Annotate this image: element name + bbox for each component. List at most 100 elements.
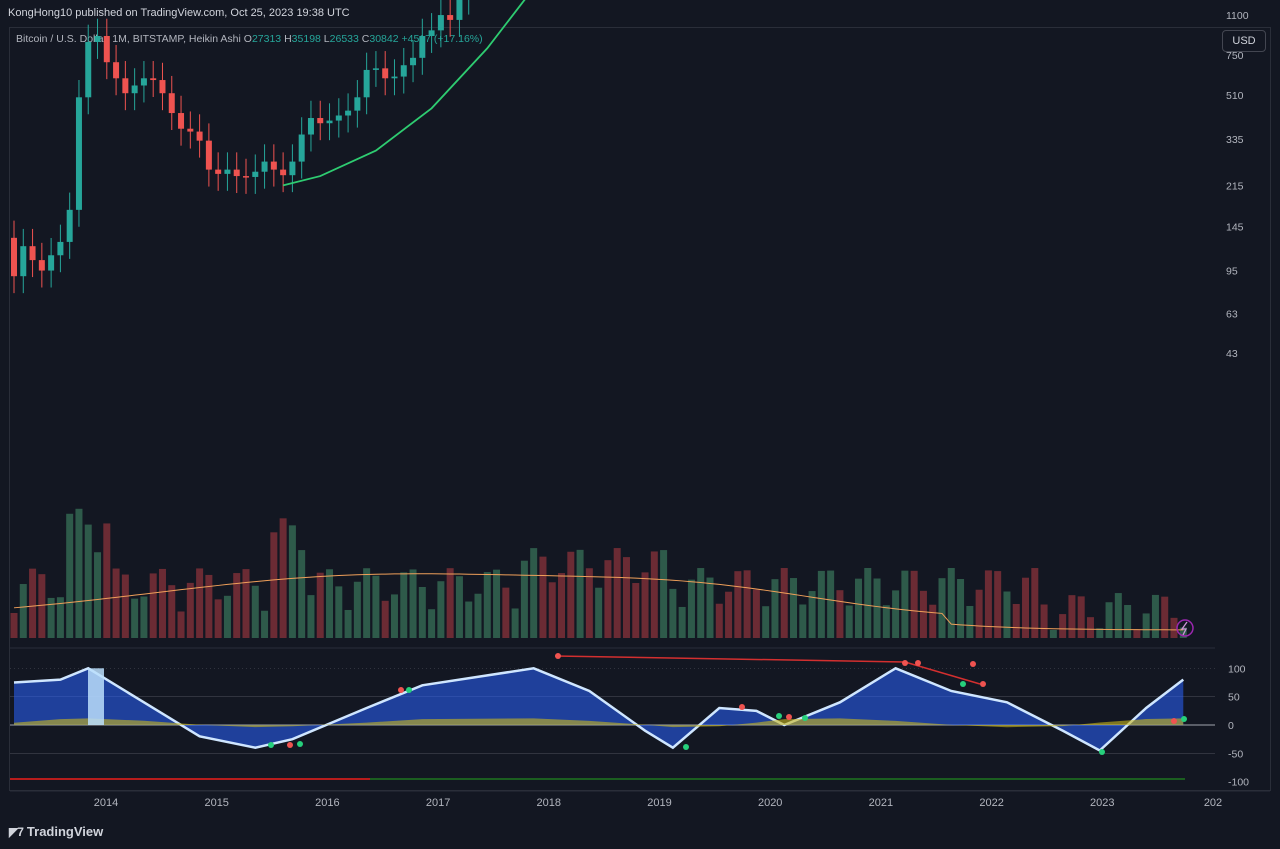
volume-bar [390,594,398,638]
publish-info: KongHong10 published on TradingView.com,… [8,7,350,19]
volume-bar [326,569,334,638]
candle-body [354,97,361,111]
signal-dot [1181,716,1187,722]
signal-dot [902,660,908,666]
volume-bar [613,548,621,638]
candle-body [456,0,463,20]
volume-bar [483,572,491,638]
osc-tick-label: -100 [1228,777,1249,789]
ma-green-line [282,0,526,187]
volume-bar [400,572,408,638]
time-tick-label: 2022 [979,797,1003,809]
volume-bar [994,571,1002,638]
volume-bar [984,570,992,638]
time-tick-label: 2023 [1090,797,1114,809]
publish-header: KongHong10 published on TradingView.com,… [0,0,1280,26]
price-tick-label: 145 [1226,221,1244,233]
footer-brand[interactable]: ◤7 TradingView [9,824,103,839]
volume-bar [363,568,371,638]
volume-bar [29,568,37,638]
volume-bar [882,605,890,638]
volume-bar [1077,596,1085,638]
volume-bar [1114,593,1122,638]
candle-body [85,41,92,98]
volume-bar [307,595,315,638]
volume-bar [10,613,18,638]
volume-bar [669,588,677,638]
signal-dot [970,661,976,667]
candle-body [400,65,407,77]
volume-bar [1022,577,1030,638]
osc-highlight-bar [88,668,104,725]
candle-body [252,171,259,177]
volume-bar [511,608,519,638]
low-label: L [323,33,330,45]
volume-bar [585,568,593,638]
volume-bar [697,568,705,638]
candle-body [75,97,82,210]
volume-bar [19,584,27,638]
candle-body [178,113,185,129]
time-tick-label: 2014 [94,797,118,809]
volume-bar [919,590,927,638]
currency-button[interactable]: USD [1222,30,1266,52]
symbol-title: Bitcoin / U.S. Dollar, 1M, BITSTAMP, Hei… [16,33,241,45]
volume-bar [1049,630,1057,638]
candle-body [243,176,249,178]
signal-dot [398,687,404,693]
price-tick-label: 215 [1226,180,1244,192]
volume-bar [817,570,825,638]
price-tick-label: 750 [1226,50,1244,62]
volume-bar [576,549,584,638]
volume-bar [1170,617,1178,638]
price-tick-label: 43 [1226,348,1238,360]
candle-body [391,76,398,79]
volume-bar [335,586,343,638]
volume-bar [502,587,510,638]
signal-dot [776,713,782,719]
candle-body [66,209,73,242]
volume-bar [938,578,946,638]
volume-bar [149,573,157,638]
candle-body [447,15,454,20]
volume-bar [205,574,213,638]
volume-bar [84,524,92,638]
volume-bar [214,599,222,638]
candle-body [131,85,138,94]
volume-bar [780,568,788,638]
osc-tick-label: 100 [1228,663,1246,675]
candle-body [437,15,444,31]
volume-bar [957,578,965,638]
volume-bar [140,596,148,638]
volume-bar [186,582,194,638]
signal-dot [406,687,412,693]
volume-bar [381,600,389,638]
volume-bar [752,589,760,638]
candle-body [113,62,120,79]
osc-wave-line [13,666,1185,753]
volume-bar [168,585,176,638]
volume-bar [604,560,612,638]
bearish-divergence-line [554,655,906,663]
candle-body [233,169,240,177]
volume-bar [641,572,649,638]
tv-logo-icon: ◤7 [9,825,24,839]
candle-body [298,134,305,162]
time-tick-label: 202 [1204,797,1222,809]
volume-bar [1040,604,1048,638]
volume-bar [428,609,436,638]
candle-body [326,120,333,124]
candle-body [428,30,435,36]
osc-tick-label: 0 [1228,720,1234,732]
volume-bar [1151,594,1159,638]
signal-dot [683,744,689,750]
candle-body [140,78,147,86]
signal-dot [960,681,966,687]
candle-body [94,35,101,42]
candle-body [289,161,296,176]
volume-bar [353,581,361,638]
volume-bar [47,597,55,638]
volume-bar [196,568,204,638]
candle-body [122,78,129,94]
